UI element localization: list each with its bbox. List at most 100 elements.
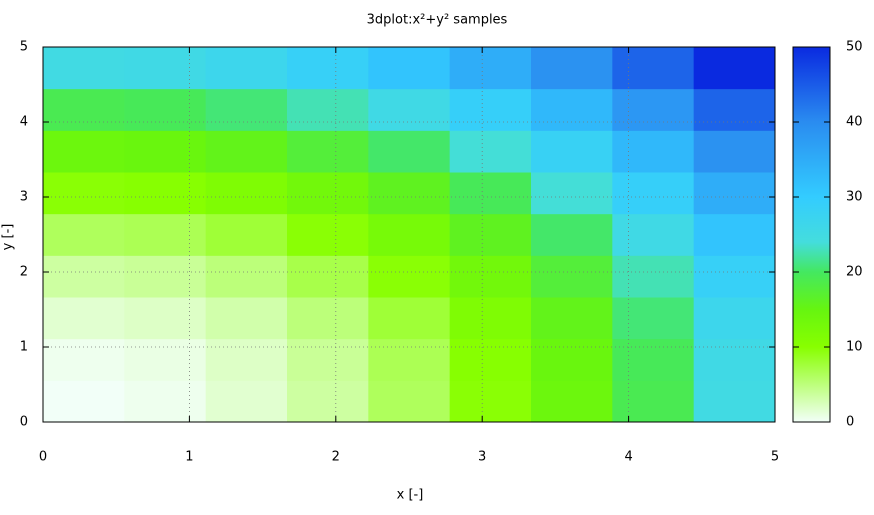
heatmap-cell xyxy=(124,213,207,256)
heatmap-cell xyxy=(368,255,451,298)
heatmap-cell xyxy=(693,130,776,173)
heatmap-cell xyxy=(43,213,125,256)
heatmap-cell xyxy=(43,130,125,173)
heatmap-cell xyxy=(612,88,695,131)
x-tick-label: 0 xyxy=(39,450,47,465)
heatmap-cell xyxy=(449,213,532,256)
y-tick-label: 4 xyxy=(20,115,28,130)
x-tick-label: 3 xyxy=(478,450,486,465)
y-tick-label: 3 xyxy=(20,190,28,205)
heatmap-cell xyxy=(287,255,369,298)
heatmap-cell xyxy=(693,380,776,423)
heatmap-cell xyxy=(205,338,288,381)
colorbar-tick-label: 20 xyxy=(846,265,863,280)
x-tick-label: 1 xyxy=(185,450,193,465)
x-tick-label: 5 xyxy=(771,450,779,465)
heatmap-cell xyxy=(43,88,125,131)
heatmap-cell xyxy=(693,338,776,381)
heatmap-cell xyxy=(531,338,613,381)
heatmap-cells xyxy=(43,47,776,423)
heatmap-cell xyxy=(205,88,288,131)
heatmap-cell xyxy=(531,297,613,340)
y-axis-label: y [-] xyxy=(1,224,16,251)
heatmap-cell xyxy=(612,380,695,423)
chart-title: 3dplot:x²+y² samples xyxy=(367,13,508,28)
heatmap-cell xyxy=(693,255,776,298)
colorbar-tick-label: 50 xyxy=(846,40,863,55)
y-tick-label: 5 xyxy=(20,40,28,55)
heatmap-cell xyxy=(449,255,532,298)
heatmap-cell xyxy=(368,297,451,340)
heatmap-cell xyxy=(124,172,207,215)
heatmap-cell xyxy=(205,213,288,256)
heatmap-cell xyxy=(287,47,369,90)
colorbar xyxy=(792,46,831,423)
heatmap-cell xyxy=(449,172,532,215)
heatmap-cell xyxy=(449,130,532,173)
colorbar-tick-label: 30 xyxy=(846,190,863,205)
heatmap-cell xyxy=(612,172,695,215)
heatmap-cell xyxy=(531,380,613,423)
heatmap-cell xyxy=(368,213,451,256)
heatmap-cell xyxy=(205,130,288,173)
heatmap-cell xyxy=(205,297,288,340)
heatmap-cell xyxy=(43,338,125,381)
heatmap-cell xyxy=(368,380,451,423)
heatmap-cell xyxy=(124,338,207,381)
heatmap-cell xyxy=(531,213,613,256)
heatmap-cell xyxy=(531,130,613,173)
x-axis-label: x [-] xyxy=(397,488,424,503)
heatmap-cell xyxy=(612,338,695,381)
colorbar-tick-label: 40 xyxy=(846,115,863,130)
heatmap-cell xyxy=(368,338,451,381)
heatmap-cell xyxy=(205,47,288,90)
plot-border xyxy=(42,46,776,423)
heatmap-cell xyxy=(287,172,369,215)
heatmap-cell xyxy=(612,130,695,173)
heatmap-cell xyxy=(287,213,369,256)
heatmap-cell xyxy=(612,255,695,298)
heatmap-cell xyxy=(124,380,207,423)
heatmap-cell xyxy=(43,255,125,298)
heatmap-cell xyxy=(612,297,695,340)
heatmap-cell xyxy=(531,47,613,90)
heatmap-cell xyxy=(368,172,451,215)
heatmap-cell xyxy=(287,380,369,423)
x-tick-label: 2 xyxy=(332,450,340,465)
heatmap-cell xyxy=(449,297,532,340)
y-tick-label: 1 xyxy=(20,340,28,355)
heatmap-cell xyxy=(43,47,125,90)
heatmap-cell xyxy=(205,380,288,423)
heatmap-cell xyxy=(43,297,125,340)
heatmap-cell xyxy=(531,255,613,298)
x-tick-label: 4 xyxy=(624,450,632,465)
heatmap-cell xyxy=(449,88,532,131)
heatmap-cell xyxy=(612,47,695,90)
heatmap-cell xyxy=(531,172,613,215)
heatmap-cell xyxy=(287,338,369,381)
heatmap-cell xyxy=(693,47,776,90)
heatmap-cell xyxy=(205,172,288,215)
y-tick-label: 2 xyxy=(20,265,28,280)
heatmap-cell xyxy=(287,297,369,340)
heatmap-cell xyxy=(368,130,451,173)
heatmap-cell xyxy=(449,338,532,381)
heatmap-cell xyxy=(124,255,207,298)
heatmap-cell xyxy=(693,88,776,131)
heatmap-cell xyxy=(124,297,207,340)
heatmap-cell xyxy=(287,130,369,173)
heatmap-cell xyxy=(531,88,613,131)
heatmap-cell xyxy=(693,172,776,215)
heatmap-cell xyxy=(43,380,125,423)
heatmap-cell xyxy=(449,380,532,423)
heatmap-cell xyxy=(368,88,451,131)
heatmap-cell xyxy=(693,213,776,256)
heatmap-cell xyxy=(124,88,207,131)
colorbar-tick-label: 0 xyxy=(846,415,854,430)
heatmap-cell xyxy=(368,47,451,90)
heatmap-cell xyxy=(693,297,776,340)
heatmap-cell xyxy=(449,47,532,90)
